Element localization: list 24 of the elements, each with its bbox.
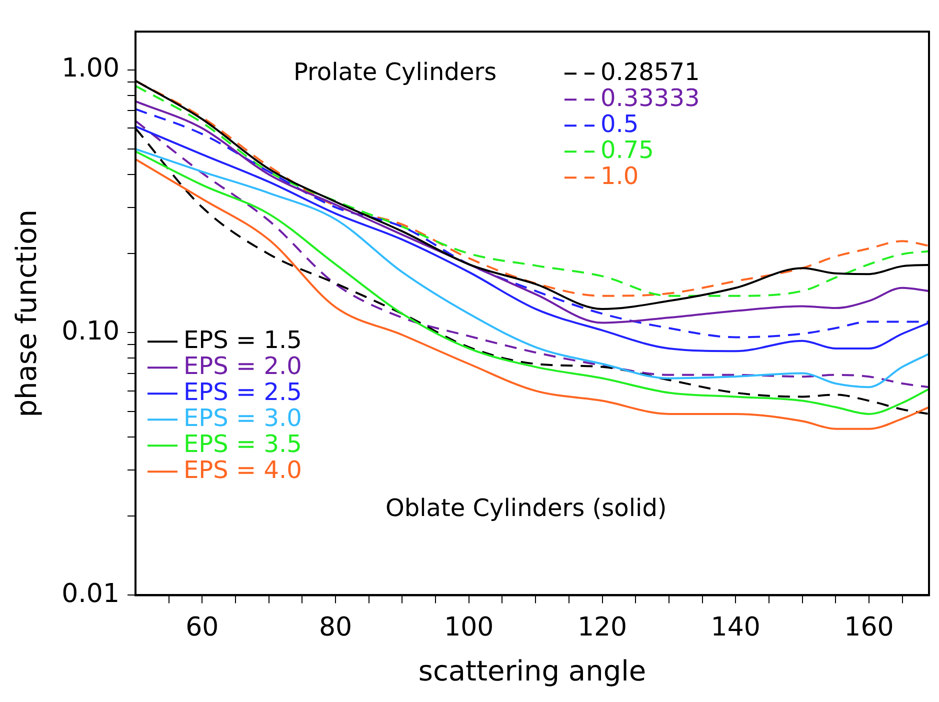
legend-label: EPS = 2.0: [183, 352, 302, 380]
annotation: Prolate Cylinders: [293, 58, 497, 86]
annotation: Oblate Cylinders (solid): [385, 494, 667, 522]
legend-label: 0.28571: [600, 58, 700, 86]
x-axis-title: scattering angle: [418, 654, 646, 688]
y-tick-label: 1.00: [62, 54, 120, 84]
x-tick-label: 80: [318, 612, 352, 643]
legend-label: 0.5: [600, 110, 639, 138]
legend-label: 0.33333: [600, 84, 700, 112]
y-axis-title: phase function: [10, 210, 44, 418]
legend-label: 0.75: [600, 136, 654, 164]
y-tick-label: 0.10: [62, 316, 120, 346]
x-tick-label: 60: [186, 612, 219, 643]
legend-label: EPS = 1.5: [183, 326, 302, 354]
legend-label: EPS = 4.0: [183, 456, 302, 484]
legend-label: EPS = 2.5: [183, 378, 302, 406]
x-tick-label: 160: [844, 612, 894, 643]
legend-label: EPS = 3.5: [183, 430, 302, 458]
legend-label: 1.0: [600, 162, 639, 190]
y-tick-label: 0.01: [62, 578, 120, 609]
legend-label: EPS = 3.0: [183, 404, 302, 432]
x-tick-label: 140: [710, 612, 760, 643]
x-tick-label: 100: [444, 612, 494, 643]
x-tick-label: 120: [577, 612, 628, 643]
